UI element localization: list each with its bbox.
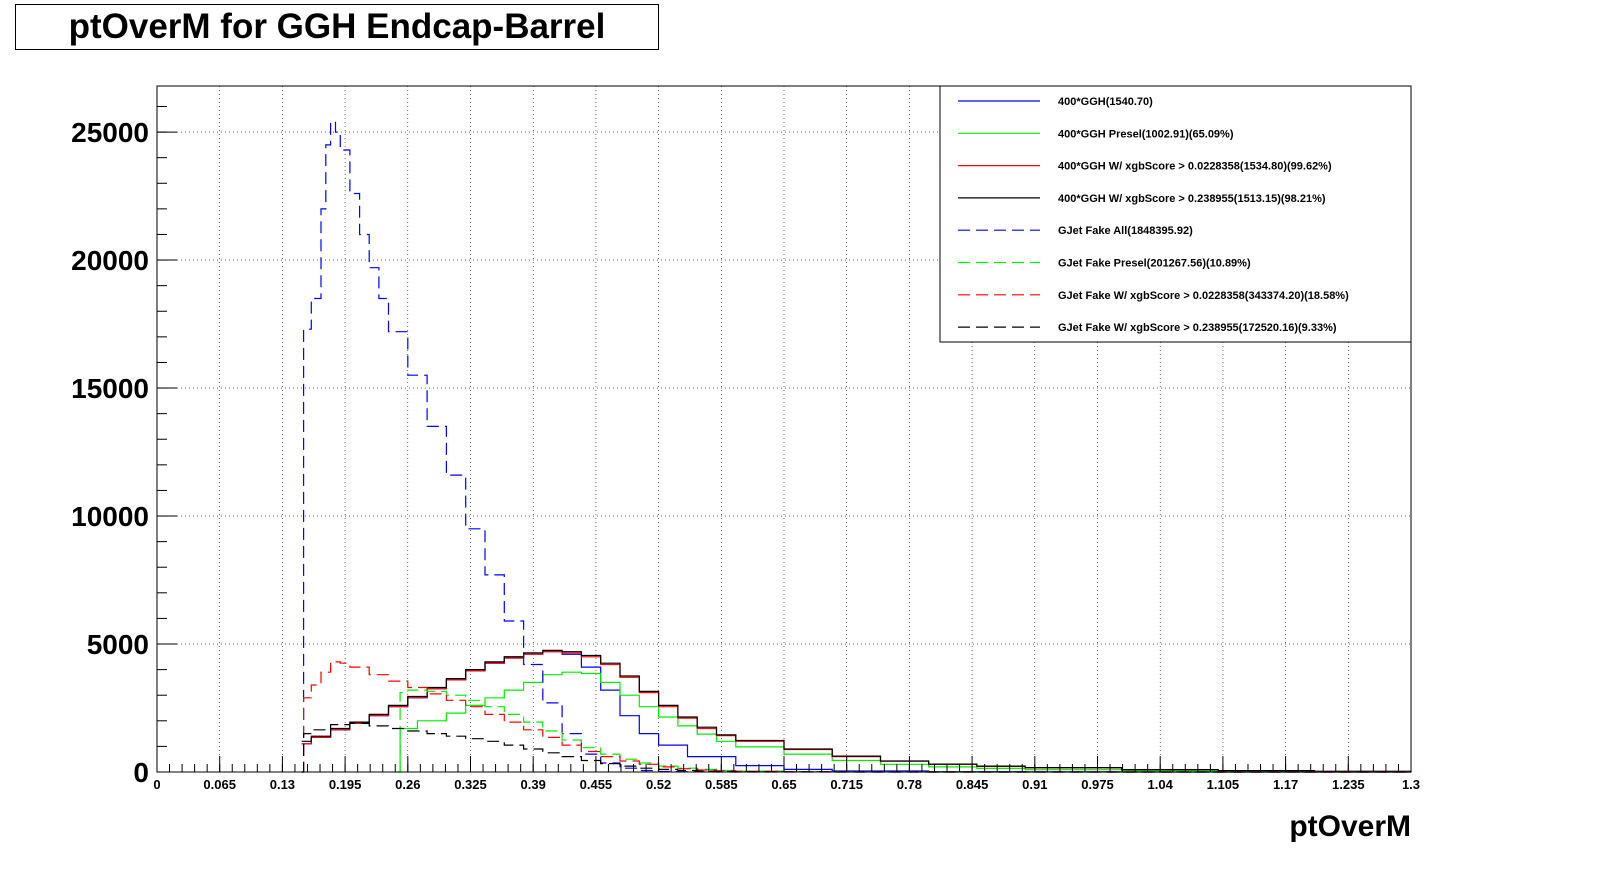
x-tick-label: 0.39 <box>521 777 546 792</box>
legend-entry: 400*GGH W/ xgbScore > 0.0228358(1534.80)… <box>1058 161 1332 173</box>
y-tick-label: 5000 <box>87 629 149 660</box>
legend-entry: 400*GGH W/ xgbScore > 0.238955(1513.15)(… <box>1058 193 1326 205</box>
legend-entry: 400*GGH Presel(1002.91)(65.09%) <box>1058 128 1234 140</box>
x-tick-label: 0.13 <box>270 777 295 792</box>
x-tick-label: 1.17 <box>1273 777 1298 792</box>
x-tick-label: 0.975 <box>1081 777 1114 792</box>
y-tick-label: 25000 <box>71 117 149 148</box>
x-tick-label: 1.105 <box>1207 777 1240 792</box>
x-tick-label: 0.91 <box>1022 777 1047 792</box>
x-tick-label: 0.455 <box>580 777 613 792</box>
x-tick-label: 0.78 <box>897 777 922 792</box>
x-axis-label: ptOverM <box>1289 810 1411 843</box>
series-line-8 <box>301 722 1411 773</box>
x-tick-label: 0.26 <box>395 777 420 792</box>
series-line-2 <box>398 671 1412 773</box>
legend-entry: 400*GGH(1540.70) <box>1058 96 1153 108</box>
legend-entry: GJet Fake W/ xgbScore > 0.0228358(343374… <box>1058 290 1349 302</box>
legend-entry: GJet Fake W/ xgbScore > 0.238955(172520.… <box>1058 322 1337 334</box>
x-tick-label: 1.04 <box>1148 777 1174 792</box>
legend-entry: GJet Fake Presel(201267.56)(10.89%) <box>1058 258 1251 270</box>
x-tick-label: 0.52 <box>646 777 671 792</box>
chart-title-box: ptOverM for GGH Endcap-Barrel <box>15 4 659 50</box>
y-tick-label: 10000 <box>71 501 149 532</box>
x-tick-label: 0.715 <box>830 777 863 792</box>
x-tick-label: 0 <box>153 777 160 792</box>
x-tick-label: 0.325 <box>454 777 487 792</box>
x-tick-label: 0.65 <box>771 777 796 792</box>
x-tick-label: 0.065 <box>203 777 236 792</box>
series-line-7 <box>301 661 1411 773</box>
y-tick-label: 15000 <box>71 373 149 404</box>
legend: 400*GGH(1540.70) 400*GGH Presel(1002.91)(… <box>939 85 1412 343</box>
legend-box <box>939 85 1412 343</box>
legend-entry: GJet Fake All(1848395.92) <box>1058 225 1193 237</box>
axes: 0 0.065 0.13 0.195 0.26 0.325 0.39 0.455 0.52 0.5… <box>71 85 1420 792</box>
chart-title: ptOverM for GGH Endcap-Barrel <box>68 7 606 46</box>
x-tick-label: 1.3 <box>1402 777 1420 792</box>
x-tick-label: 0.585 <box>705 777 738 792</box>
x-tick-label: 0.195 <box>329 777 362 792</box>
x-tick-label: 0.845 <box>956 777 989 792</box>
series-line-4 <box>301 649 1412 772</box>
x-tick-label: 1.235 <box>1332 777 1365 792</box>
y-tick-label: 0 <box>133 757 149 788</box>
y-tick-label: 20000 <box>71 245 149 276</box>
